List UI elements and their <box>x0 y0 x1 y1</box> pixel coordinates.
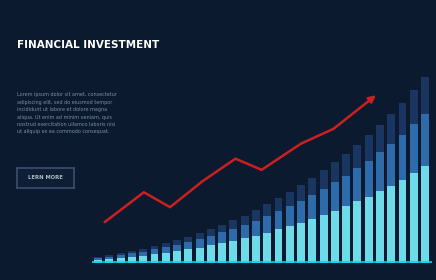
Bar <box>139 256 147 263</box>
Bar <box>196 239 204 248</box>
Bar <box>218 225 226 232</box>
Bar <box>399 102 406 135</box>
Bar <box>320 170 327 189</box>
Bar <box>184 242 192 249</box>
Bar <box>308 178 316 195</box>
Bar <box>421 166 429 263</box>
Bar <box>139 252 147 256</box>
Bar <box>275 198 283 211</box>
Bar <box>128 253 136 257</box>
Bar <box>399 180 406 263</box>
Bar <box>229 220 237 229</box>
Bar <box>139 249 147 252</box>
Bar <box>128 251 136 253</box>
Bar <box>331 182 339 211</box>
Bar <box>150 246 158 249</box>
Bar <box>173 240 181 244</box>
Bar <box>263 216 271 233</box>
Bar <box>184 249 192 263</box>
Bar <box>94 257 102 258</box>
Bar <box>263 204 271 216</box>
Bar <box>286 226 294 263</box>
Bar <box>207 246 215 263</box>
Bar <box>173 244 181 251</box>
Bar <box>387 144 395 186</box>
Bar <box>207 229 215 236</box>
Bar <box>376 125 384 153</box>
Bar <box>94 258 102 260</box>
Bar <box>354 168 361 202</box>
Text: LERN MORE: LERN MORE <box>28 175 63 180</box>
Bar <box>229 229 237 241</box>
Bar <box>320 189 327 215</box>
Bar <box>106 255 113 257</box>
Bar <box>387 114 395 144</box>
Bar <box>241 225 249 238</box>
Bar <box>263 233 271 263</box>
Bar <box>275 211 283 229</box>
Bar <box>196 248 204 263</box>
Bar <box>275 229 283 263</box>
Bar <box>410 124 418 173</box>
Bar <box>365 197 373 263</box>
Bar <box>308 195 316 219</box>
Bar <box>376 191 384 263</box>
Bar <box>117 255 125 258</box>
Bar <box>331 211 339 263</box>
Bar <box>207 236 215 246</box>
Bar <box>218 243 226 263</box>
Bar <box>218 232 226 243</box>
Bar <box>94 260 102 263</box>
Bar <box>117 258 125 263</box>
Bar <box>365 135 373 161</box>
Bar <box>252 235 260 263</box>
Bar <box>376 153 384 191</box>
Bar <box>162 247 170 253</box>
Bar <box>286 206 294 226</box>
Bar <box>150 254 158 263</box>
Bar <box>399 135 406 180</box>
Bar <box>342 154 350 176</box>
Bar <box>117 253 125 255</box>
Bar <box>106 259 113 263</box>
Bar <box>297 185 305 201</box>
Bar <box>106 257 113 259</box>
Bar <box>410 90 418 124</box>
Bar <box>297 201 305 223</box>
Bar <box>421 76 429 114</box>
Text: FINANCIAL INVESTMENT: FINANCIAL INVESTMENT <box>17 40 160 50</box>
Bar <box>308 219 316 263</box>
Bar <box>184 237 192 242</box>
Bar <box>320 215 327 263</box>
Bar <box>252 210 260 221</box>
Bar <box>150 249 158 254</box>
Bar <box>241 216 249 225</box>
Text: Lorem ipsum dolor sit amet, consectetur
adipiscing elit, sed do eiusmod tempor
i: Lorem ipsum dolor sit amet, consectetur … <box>17 92 117 134</box>
Bar <box>387 186 395 263</box>
Bar <box>252 221 260 235</box>
Bar <box>331 162 339 182</box>
Bar <box>196 233 204 239</box>
Bar <box>342 176 350 206</box>
Bar <box>229 241 237 263</box>
Bar <box>286 192 294 206</box>
Bar <box>342 206 350 263</box>
Bar <box>354 144 361 168</box>
Bar <box>354 202 361 263</box>
Bar <box>241 238 249 263</box>
Bar <box>162 253 170 263</box>
Bar <box>297 223 305 263</box>
Bar <box>173 251 181 263</box>
Bar <box>421 114 429 166</box>
Bar <box>365 161 373 197</box>
Bar <box>128 257 136 263</box>
Bar <box>162 243 170 247</box>
Bar <box>410 173 418 263</box>
